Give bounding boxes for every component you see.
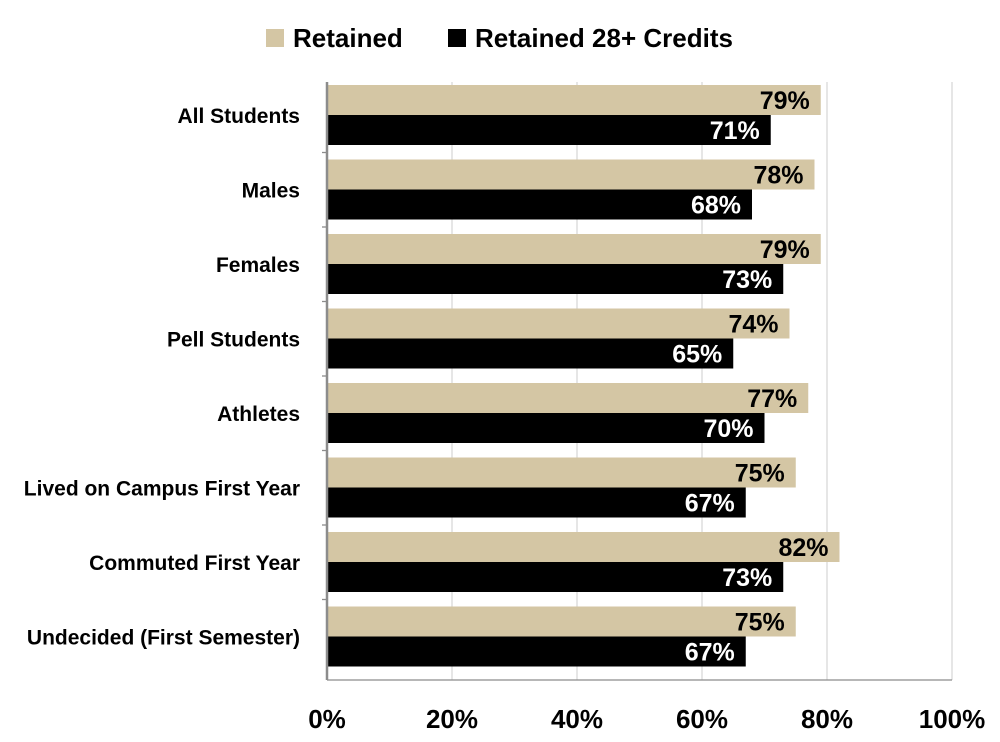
x-tick-label-100: 100% bbox=[919, 704, 986, 734]
category-label-athletes: Athletes bbox=[217, 403, 300, 426]
data-label-retained-males: 78% bbox=[753, 162, 803, 190]
bar-retained-28-credits-pell-students bbox=[327, 338, 734, 369]
data-label-retained-lived-on-campus-first-year: 75% bbox=[735, 460, 785, 488]
data-label-retained-all-students: 79% bbox=[760, 87, 810, 115]
bar-retained-males bbox=[327, 159, 815, 190]
legend-swatch-retained-28-credits bbox=[448, 29, 466, 47]
data-label-retained-28-credits-lived-on-campus-first-year: 67% bbox=[685, 490, 735, 518]
data-label-retained-females: 79% bbox=[760, 236, 810, 264]
bar-retained-pell-students bbox=[327, 308, 790, 339]
legend-label-retained-28-credits: Retained 28+ Credits bbox=[475, 23, 733, 53]
bar-retained-28-credits-commuted-first-year bbox=[327, 562, 784, 592]
bar-retained-all-students bbox=[327, 85, 821, 115]
data-label-retained-28-credits-all-students: 71% bbox=[710, 117, 760, 145]
x-tick-label-40: 40% bbox=[551, 704, 603, 734]
category-label-commuted-first-year: Commuted First Year bbox=[89, 552, 300, 575]
data-label-retained-pell-students: 74% bbox=[728, 311, 778, 339]
data-label-retained-28-credits-males: 68% bbox=[691, 192, 741, 220]
data-label-retained-28-credits-commuted-first-year: 73% bbox=[722, 564, 772, 592]
x-tick-label-0: 0% bbox=[308, 704, 346, 734]
bar-retained-28-credits-all-students bbox=[327, 115, 771, 145]
category-label-females: Females bbox=[216, 254, 300, 277]
data-label-retained-28-credits-athletes: 70% bbox=[703, 415, 753, 443]
bar-retained-females bbox=[327, 234, 821, 264]
axes: All Students Males Females Pell Students Ath… bbox=[24, 82, 985, 734]
bar-retained-lived-on-campus-first-year bbox=[327, 457, 796, 488]
legend-label-retained: Retained bbox=[293, 23, 403, 53]
x-tick-label-80: 80% bbox=[801, 704, 853, 734]
data-label-retained-athletes: 77% bbox=[747, 385, 797, 413]
category-label-undecided-first-semester: Undecided (First Semester) bbox=[27, 627, 300, 650]
bar-retained-28-credits-lived-on-campus-first-year bbox=[327, 487, 746, 518]
bar-retained-28-credits-males bbox=[327, 189, 752, 220]
bar-retained-undecided-first-semester bbox=[327, 606, 796, 637]
data-label-retained-28-credits-undecided-first-semester: 67% bbox=[685, 639, 735, 667]
category-label-pell-students: Pell Students bbox=[167, 329, 300, 352]
bars: 79%71%78%68%79%73%74%65%77%70%75%67%82%7… bbox=[327, 85, 840, 667]
category-label-lived-on-campus-first-year: Lived on Campus First Year bbox=[24, 478, 300, 501]
bar-retained-28-credits-undecided-first-semester bbox=[327, 636, 746, 667]
legend: Retained Retained 28+ Credits bbox=[266, 23, 733, 53]
legend-swatch-retained bbox=[266, 29, 284, 47]
data-label-retained-28-credits-females: 73% bbox=[722, 266, 772, 294]
category-label-all-students: All Students bbox=[177, 105, 300, 128]
category-label-males: Males bbox=[242, 180, 300, 203]
bar-retained-athletes bbox=[327, 383, 809, 413]
data-label-retained-undecided-first-semester: 75% bbox=[735, 609, 785, 637]
x-tick-label-60: 60% bbox=[676, 704, 728, 734]
data-label-retained-commuted-first-year: 82% bbox=[778, 534, 828, 562]
x-tick-label-20: 20% bbox=[426, 704, 478, 734]
data-label-retained-28-credits-pell-students: 65% bbox=[672, 341, 722, 369]
bar-retained-commuted-first-year bbox=[327, 532, 840, 562]
bar-retained-28-credits-females bbox=[327, 264, 784, 294]
bar-retained-28-credits-athletes bbox=[327, 413, 765, 443]
